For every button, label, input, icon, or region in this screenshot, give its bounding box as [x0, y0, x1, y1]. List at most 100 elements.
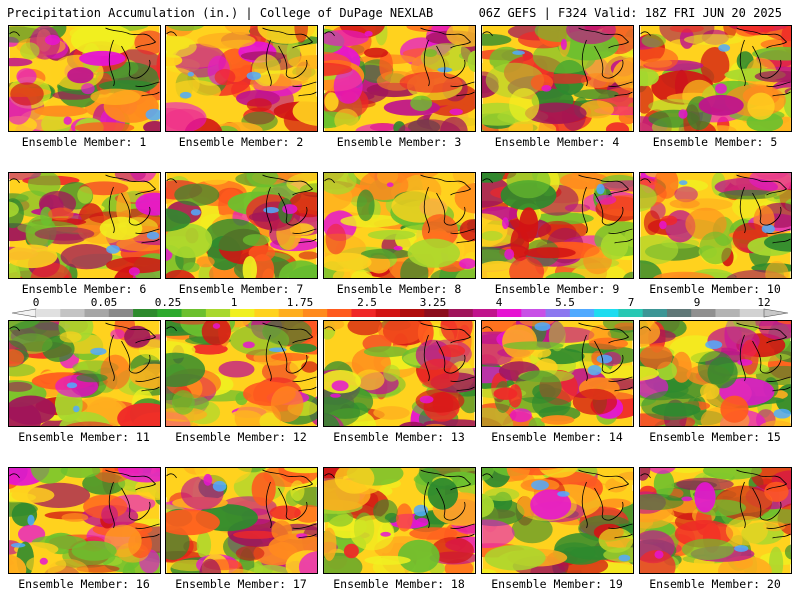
great-lakes-outline: [324, 27, 475, 97]
ensemble-member-label: Ensemble Member: 1: [21, 135, 147, 149]
colorbar-segment: [205, 309, 231, 317]
colorbar-tick-label: 4: [496, 296, 503, 309]
colorbar-segment: [108, 309, 134, 317]
colorbar-tick-label: 1: [231, 296, 238, 309]
ensemble-member-map: [481, 172, 634, 279]
ensemble-member-label: Ensemble Member: 8: [336, 282, 462, 296]
colorbar-segment: [230, 309, 255, 317]
great-lakes-outline: [324, 469, 475, 539]
colorbar-segment: [472, 309, 498, 317]
ensemble-member-map: [165, 467, 318, 574]
ensemble-member-label: Ensemble Member: 9: [494, 282, 620, 296]
great-lakes-outline: [9, 322, 160, 392]
great-lakes-outline: [9, 469, 160, 539]
precip-field: [324, 468, 475, 573]
colorbar-segment: [715, 309, 741, 317]
precip-field: [482, 321, 633, 426]
ensemble-member-label: Ensemble Member: 13: [333, 430, 465, 444]
ensemble-member-map: [165, 172, 318, 279]
precip-field: [324, 26, 475, 131]
great-lakes-outline: [482, 469, 633, 539]
colorbar-segment: [618, 309, 643, 317]
precip-field: [324, 321, 475, 426]
ensemble-member-map: [323, 320, 476, 427]
colorbar-segment: [594, 309, 619, 317]
ensemble-member-label: Ensemble Member: 17: [175, 577, 307, 591]
colorbar-right-arrow: [763, 308, 789, 318]
ensemble-member-map: [8, 172, 161, 279]
colorbar-segment: [84, 309, 110, 317]
colorbar-segment: [60, 309, 85, 317]
ensemble-member-map: [165, 320, 318, 427]
precip-field: [482, 173, 633, 278]
ensemble-member-label: Ensemble Member: 19: [491, 577, 623, 591]
great-lakes-outline: [640, 174, 791, 244]
colorbar-segment: [351, 309, 377, 317]
precip-field: [9, 321, 160, 426]
map-title: Precipitation Accumulation (in.) | Colle…: [7, 6, 434, 20]
ensemble-member-map: [8, 25, 161, 132]
great-lakes-outline: [640, 27, 791, 97]
precip-field: [640, 173, 791, 278]
precip-field: [166, 173, 317, 278]
great-lakes-outline: [166, 469, 317, 539]
colorbar-segment: [36, 309, 61, 317]
ensemble-member-map: [8, 467, 161, 574]
ensemble-member-label: Ensemble Member: 11: [18, 430, 150, 444]
ensemble-member-label: Ensemble Member: 12: [175, 430, 307, 444]
colorbar-segment: [497, 309, 522, 317]
colorbar-segment: [739, 309, 765, 317]
colorbar-tick-label: 12: [757, 296, 770, 309]
colorbar-segment: [157, 309, 182, 317]
ensemble-member-label: Ensemble Member: 10: [649, 282, 781, 296]
ensemble-member-label: Ensemble Member: 15: [649, 430, 781, 444]
ensemble-member-map: [481, 467, 634, 574]
great-lakes-outline: [482, 322, 633, 392]
precip-field: [640, 321, 791, 426]
ensemble-member-map: [639, 320, 792, 427]
ensemble-member-label: Ensemble Member: 5: [652, 135, 778, 149]
great-lakes-outline: [166, 174, 317, 244]
colorbar-tick-label: 5.5: [555, 296, 575, 309]
colorbar-segment: [181, 309, 207, 317]
colorbar-segment: [424, 309, 449, 317]
colorbar-tick-label: 0.05: [91, 296, 118, 309]
colorbar-segment: [569, 309, 595, 317]
great-lakes-outline: [640, 469, 791, 539]
colorbar-segment: [545, 309, 571, 317]
precip-field: [166, 321, 317, 426]
ensemble-member-map: [481, 25, 634, 132]
ensemble-member-label: Ensemble Member: 14: [491, 430, 623, 444]
colorbar-tick-label: 9: [694, 296, 701, 309]
precip-field: [166, 468, 317, 573]
ensemble-member-map: [639, 25, 792, 132]
precip-field: [482, 468, 633, 573]
precip-field: [324, 173, 475, 278]
ensemble-member-label: Ensemble Member: 4: [494, 135, 620, 149]
model-run-info: 06Z GEFS | F324 Valid: 18Z FRI JUN 20 20…: [478, 6, 782, 20]
great-lakes-outline: [166, 27, 317, 97]
colorbar-tick-label: 1.75: [287, 296, 314, 309]
ensemble-member-map: [323, 25, 476, 132]
great-lakes-outline: [324, 174, 475, 244]
colorbar-segment: [133, 309, 158, 317]
ensemble-member-label: Ensemble Member: 3: [336, 135, 462, 149]
ensemble-member-map: [481, 320, 634, 427]
colorbar-left-arrow: [11, 308, 37, 318]
precip-field: [9, 173, 160, 278]
colorbar-segment: [254, 309, 279, 317]
ensemble-member-label: Ensemble Member: 20: [649, 577, 781, 591]
great-lakes-outline: [9, 174, 160, 244]
great-lakes-outline: [9, 27, 160, 97]
great-lakes-outline: [166, 322, 317, 392]
precip-field: [166, 26, 317, 131]
colorbar-tick-label: 2.5: [357, 296, 377, 309]
colorbar-tick-label: 0: [33, 296, 40, 309]
great-lakes-outline: [482, 27, 633, 97]
ensemble-member-label: Ensemble Member: 18: [333, 577, 465, 591]
ensemble-member-label: Ensemble Member: 6: [21, 282, 147, 296]
precip-colorbar: 0 0.05 0.25 1 1.75 2.5 3.25 4 5.5 7 9 12: [11, 296, 789, 318]
precip-field: [640, 26, 791, 131]
colorbar-segment: [666, 309, 692, 317]
ensemble-member-map: [639, 172, 792, 279]
